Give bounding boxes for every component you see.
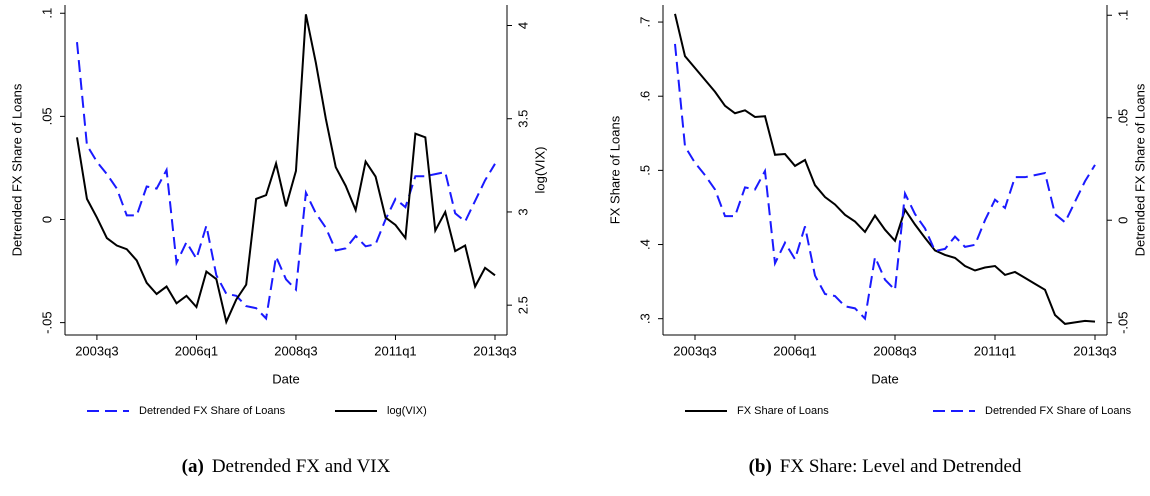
x-axis-title: Date	[871, 371, 898, 386]
x-tick-label: 2003q3	[75, 343, 118, 358]
x-tick-label: 2003q3	[673, 343, 716, 358]
y-tick-label: 4	[515, 22, 530, 29]
y-tick-label: .1	[1115, 10, 1130, 21]
y-tick-label: .3	[637, 313, 652, 324]
y-tick-label: -.05	[39, 311, 54, 333]
y-tick-label: 0	[39, 216, 54, 223]
caption-text: FX Share: Level and Detrended	[780, 456, 1022, 477]
caption-label: (b)	[749, 456, 772, 477]
x-tick-label: 2011q1	[374, 343, 416, 358]
caption-label: (a)	[182, 456, 204, 477]
y-tick-label: .1	[39, 8, 54, 19]
series-line	[674, 43, 1096, 321]
y-tick-label: 2.5	[515, 296, 530, 314]
y-tick-label: .7	[637, 17, 652, 28]
y-axis-title: Detrended FX Share of Loans	[9, 83, 24, 256]
legend-label: FX Share of Loans	[737, 405, 829, 417]
x-tick-label: 2006q1	[175, 343, 218, 358]
series-line	[76, 14, 496, 326]
y-axis-title: FX Share of Loans	[607, 115, 622, 224]
caption-text: Detrended FX and VIX	[212, 456, 391, 477]
y-tick-label: .6	[637, 91, 652, 102]
caption: (a) Detrended FX and VIX	[182, 456, 391, 477]
y2-axis-title: Detrended FX Share of Loans	[1132, 83, 1147, 256]
x-tick-label: 2013q3	[473, 343, 516, 358]
y-tick-label: .4	[637, 239, 652, 250]
legend-label: Detrended FX Share of Loans	[139, 405, 286, 417]
series-line	[76, 42, 496, 321]
x-tick-label: 2008q3	[274, 343, 317, 358]
legend-label: log(VIX)	[387, 405, 427, 417]
y-tick-label: .05	[39, 107, 54, 125]
y-tick-label: -.05	[1115, 311, 1130, 333]
series-line	[674, 13, 1096, 325]
y2-axis-title: log(VIX)	[532, 147, 547, 194]
x-tick-label: 2008q3	[873, 343, 916, 358]
x-tick-label: 2013q3	[1073, 343, 1116, 358]
x-axis-title: Date	[272, 371, 299, 386]
y-tick-label: 3.5	[515, 110, 530, 128]
y-tick-label: .05	[1115, 109, 1130, 127]
y-tick-label: .5	[637, 165, 652, 176]
legend-label: Detrended FX Share of Loans	[985, 405, 1132, 417]
caption: (b) FX Share: Level and Detrended	[749, 456, 1022, 477]
x-tick-label: 2006q1	[773, 343, 816, 358]
y-tick-label: 0	[1115, 217, 1130, 224]
y-tick-label: 3	[515, 208, 530, 215]
x-tick-label: 2011q1	[974, 343, 1016, 358]
